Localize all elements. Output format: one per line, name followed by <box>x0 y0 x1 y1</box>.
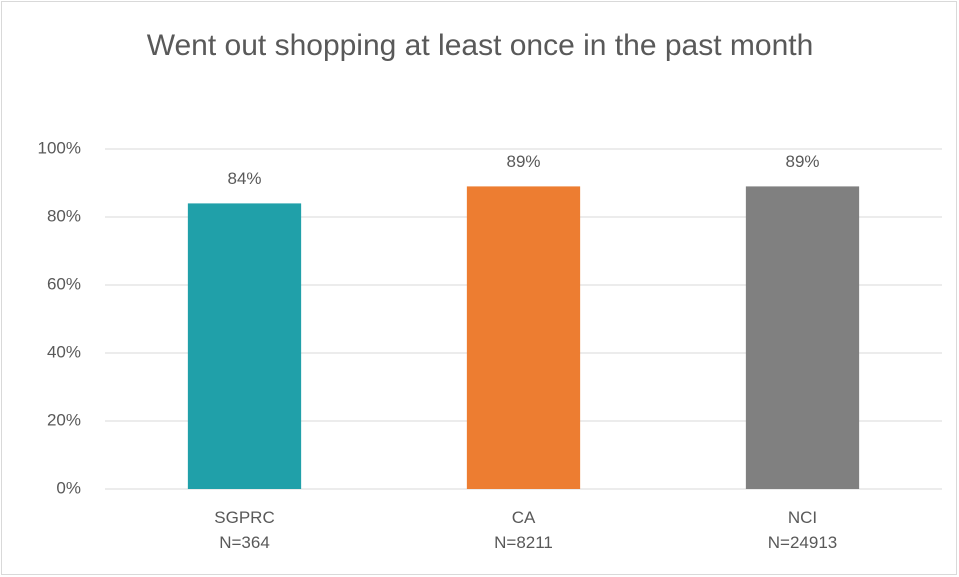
bar <box>187 203 302 489</box>
bar <box>466 186 581 489</box>
bar <box>745 186 860 489</box>
y-tick-label: 0% <box>56 478 81 497</box>
x-tick-label: CA N=8211 <box>494 508 553 552</box>
x-tick-label: SGPRC N=364 <box>214 508 274 552</box>
y-tick-label: 80% <box>47 206 81 225</box>
value-label: 89% <box>785 152 819 171</box>
value-label: 89% <box>506 152 540 171</box>
y-tick-label: 60% <box>47 274 81 293</box>
y-tick-label: 40% <box>47 342 81 361</box>
y-tick-label: 20% <box>47 410 81 429</box>
value-label: 84% <box>227 169 261 188</box>
y-tick-label: 100% <box>38 138 81 157</box>
x-tick-label: NCI N=24913 <box>768 508 837 552</box>
chart-title: Went out shopping at least once in the p… <box>147 29 814 62</box>
